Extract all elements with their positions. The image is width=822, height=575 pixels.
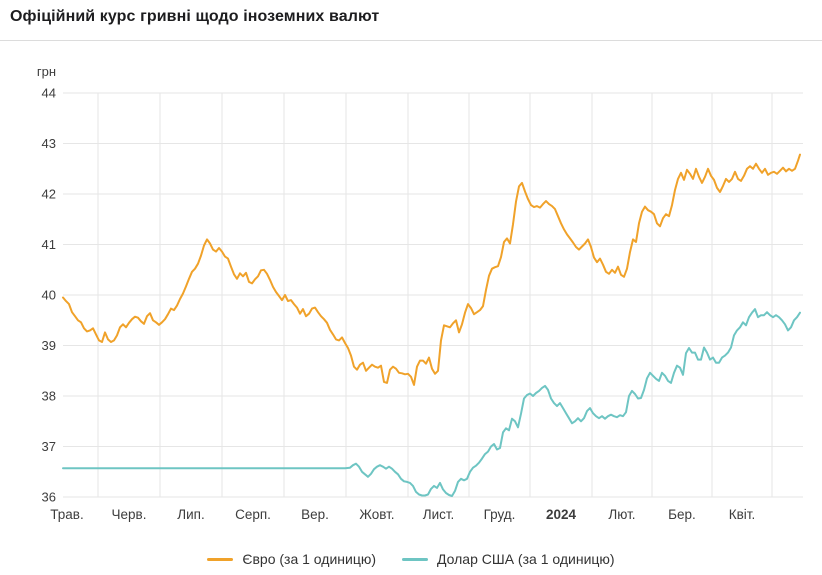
y-tick-label: 40	[42, 288, 56, 303]
x-tick-label: Квіт.	[729, 507, 755, 522]
x-tick-label: Лип.	[177, 507, 204, 522]
x-tick-label: Лют.	[608, 507, 635, 522]
y-tick-label: 44	[42, 86, 56, 101]
x-tick-label: Жовт.	[359, 507, 394, 522]
legend-item-usd[interactable]: Долар США (за 1 одиницю)	[402, 551, 615, 567]
x-tick-label: Серп.	[235, 507, 271, 522]
x-tick-label: 2024	[546, 507, 577, 522]
y-axis-unit-label: грн	[37, 64, 56, 79]
page-title: Офіційний курс гривні щодо іноземних вал…	[10, 8, 380, 25]
y-tick-label: 36	[42, 490, 56, 505]
series-line-usd	[62, 308, 801, 497]
legend-label-euro: Євро (за 1 одиницю)	[242, 551, 377, 567]
x-tick-label: Черв.	[112, 507, 147, 522]
y-tick-label: 39	[42, 338, 56, 353]
legend-label-usd: Долар США (за 1 одиницю)	[437, 551, 615, 567]
y-tick-label: 41	[42, 237, 56, 252]
legend-item-euro[interactable]: Євро (за 1 одиницю)	[207, 551, 376, 567]
euro-line-swatch	[207, 557, 234, 561]
chart-legend: Євро (за 1 одиницю) Долар США (за 1 один…	[0, 551, 822, 567]
y-tick-label: 37	[42, 439, 56, 454]
x-tick-label: Трав.	[50, 507, 83, 522]
y-tick-label: 42	[42, 187, 56, 202]
title-divider	[0, 40, 822, 41]
x-tick-label: Вер.	[301, 507, 329, 522]
usd-line-swatch	[402, 557, 429, 561]
x-tick-label: Груд.	[484, 507, 516, 522]
series-line-euro	[62, 153, 801, 386]
x-tick-label: Лист.	[423, 507, 455, 522]
y-tick-label: 38	[42, 389, 56, 404]
x-tick-label: Бер.	[668, 507, 696, 522]
y-tick-label: 43	[42, 136, 56, 151]
